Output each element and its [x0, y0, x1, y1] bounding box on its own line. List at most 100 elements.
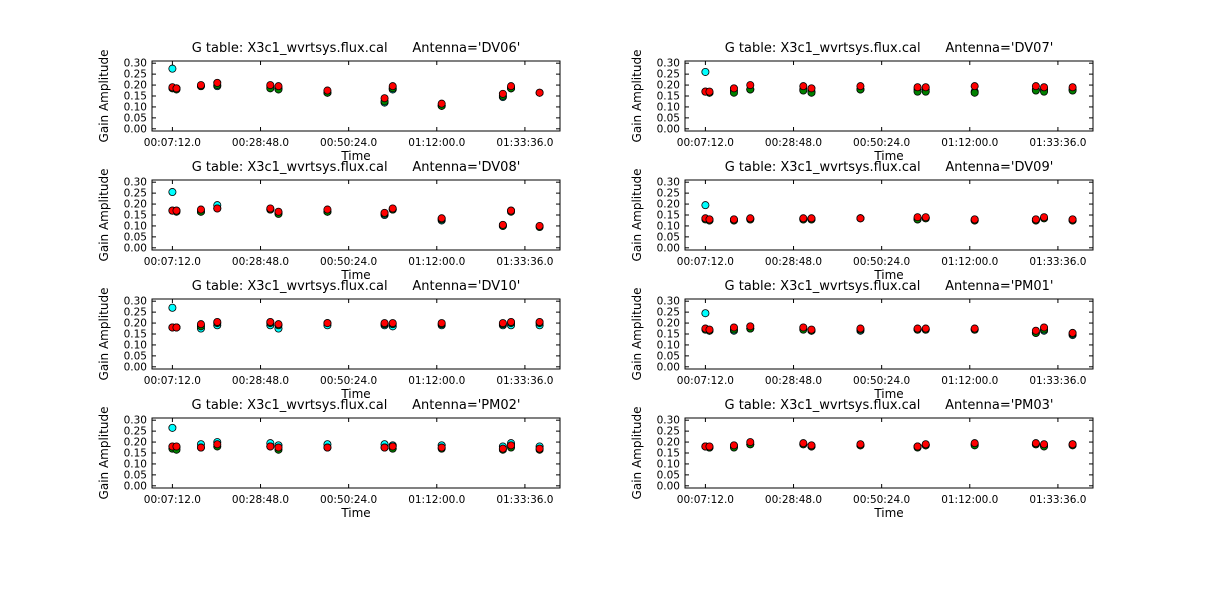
x-tick-label: 00:50:24.0 — [320, 375, 377, 387]
data-point-red — [705, 442, 714, 451]
data-point-red — [746, 214, 755, 223]
data-point-red — [323, 205, 332, 214]
data-point-red — [274, 82, 283, 91]
y-tick-label: 0.25 — [657, 307, 680, 319]
x-tick-label: 01:12:00.0 — [941, 494, 998, 506]
y-tick-label: 0.15 — [657, 448, 680, 460]
data-point-red — [498, 319, 507, 328]
subplot-1: G table: X3c1_wvrtsys.flux.cal Antenna='… — [630, 41, 1094, 163]
data-point-cyan — [168, 423, 177, 432]
data-point-red — [746, 438, 755, 447]
y-tick-label: 0.15 — [657, 329, 680, 341]
data-point-red — [380, 208, 389, 217]
y-tick-label: 0.30 — [124, 296, 147, 308]
x-tick-label: 00:50:24.0 — [320, 256, 377, 268]
y-tick-label: 0.00 — [124, 242, 147, 254]
subplot-0: G table: X3c1_wvrtsys.flux.cal Antenna='… — [97, 41, 561, 163]
data-point-red — [729, 215, 738, 224]
x-tick-label: 00:07:12.0 — [677, 494, 734, 506]
data-point-red — [1068, 328, 1077, 337]
data-point-red — [705, 325, 714, 334]
y-tick-label: 0.05 — [657, 350, 680, 362]
series-red — [168, 440, 544, 453]
x-tick-label: 01:33:36.0 — [1029, 256, 1086, 268]
y-tick-label: 0.00 — [124, 480, 147, 492]
data-point-cyan — [701, 201, 710, 210]
x-tick-label: 00:50:24.0 — [853, 494, 910, 506]
x-axis-label: Time — [340, 387, 370, 401]
x-tick-label: 00:28:48.0 — [232, 375, 289, 387]
x-tick-label: 01:33:36.0 — [1029, 375, 1086, 387]
data-point-red — [388, 442, 397, 451]
data-point-red — [921, 440, 930, 449]
y-tick-label: 0.25 — [657, 426, 680, 438]
subplot-title: G table: X3c1_wvrtsys.flux.cal Antenna='… — [725, 279, 1054, 294]
subplot-title: G table: X3c1_wvrtsys.flux.cal Antenna='… — [725, 160, 1054, 175]
y-tick-label: 0.15 — [124, 448, 147, 460]
series-red — [168, 204, 544, 230]
data-point-red — [729, 323, 738, 332]
data-point-red — [380, 443, 389, 452]
data-point-red — [266, 81, 275, 90]
x-tick-label: 01:12:00.0 — [408, 375, 465, 387]
data-point-red — [498, 220, 507, 229]
data-point-red — [437, 99, 446, 108]
data-point-red — [913, 213, 922, 222]
x-tick-label: 00:50:24.0 — [320, 137, 377, 149]
data-point-red — [799, 82, 808, 91]
series-red — [168, 78, 544, 108]
y-tick-label: 0.05 — [124, 112, 147, 124]
y-tick-label: 0.10 — [124, 220, 147, 232]
data-point-red — [729, 84, 738, 93]
y-tick-label: 0.20 — [124, 318, 147, 330]
plot-frame — [684, 417, 1094, 489]
data-point-red — [1031, 82, 1040, 91]
y-tick-label: 0.10 — [657, 101, 680, 113]
series-red — [701, 213, 1077, 224]
x-tick-label: 01:12:00.0 — [941, 137, 998, 149]
data-point-red — [388, 204, 397, 213]
subplot-title: G table: X3c1_wvrtsys.flux.cal Antenna='… — [192, 279, 521, 294]
y-tick-label: 0.00 — [657, 123, 680, 135]
data-point-red — [921, 324, 930, 333]
x-tick-label: 00:07:12.0 — [144, 375, 201, 387]
data-point-red — [437, 214, 446, 223]
data-point-red — [746, 322, 755, 331]
series-red — [701, 438, 1077, 451]
x-tick-label: 01:12:00.0 — [408, 256, 465, 268]
y-tick-label: 0.20 — [657, 80, 680, 92]
data-point-red — [970, 439, 979, 448]
y-axis-label: Gain Amplitude — [97, 50, 111, 143]
data-point-red — [274, 320, 283, 329]
x-tick-label: 00:50:24.0 — [853, 137, 910, 149]
data-point-red — [856, 324, 865, 333]
data-point-red — [535, 221, 544, 230]
y-tick-label: 0.05 — [657, 231, 680, 243]
x-axis-label: Time — [340, 149, 370, 163]
data-point-red — [196, 205, 205, 214]
data-point-red — [266, 204, 275, 213]
data-point-red — [535, 88, 544, 97]
y-tick-label: 0.05 — [124, 469, 147, 481]
data-point-red — [856, 214, 865, 223]
subplot-title: G table: X3c1_wvrtsys.flux.cal Antenna='… — [192, 41, 521, 56]
y-tick-label: 0.30 — [124, 415, 147, 427]
x-tick-label: 00:28:48.0 — [765, 375, 822, 387]
x-tick-label: 01:33:36.0 — [1029, 137, 1086, 149]
x-tick-label: 01:12:00.0 — [408, 494, 465, 506]
y-tick-label: 0.10 — [657, 458, 680, 470]
y-tick-label: 0.10 — [657, 339, 680, 351]
plot-frame — [684, 298, 1094, 370]
data-point-red — [705, 87, 714, 96]
data-point-red — [970, 215, 979, 224]
data-point-red — [705, 215, 714, 224]
plot-frame — [151, 179, 561, 251]
x-tick-label: 00:28:48.0 — [765, 494, 822, 506]
y-tick-label: 0.30 — [657, 58, 680, 70]
data-point-red — [437, 443, 446, 452]
series-red — [701, 81, 1077, 96]
data-point-red — [507, 82, 516, 91]
x-tick-label: 01:33:36.0 — [496, 375, 553, 387]
data-point-red — [970, 324, 979, 333]
x-tick-label: 00:28:48.0 — [232, 137, 289, 149]
